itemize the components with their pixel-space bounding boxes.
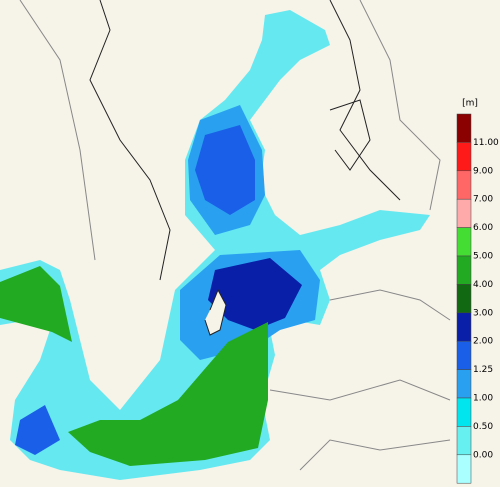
legend-swatch: [456, 426, 472, 456]
legend-swatch: [456, 170, 472, 200]
legend-label: 0.00: [473, 450, 493, 460]
legend-swatch: [456, 142, 472, 172]
legend-swatch: [456, 284, 472, 314]
legend-swatch: [456, 454, 472, 484]
legend-swatch: [456, 340, 472, 370]
legend-label: 6.00: [473, 223, 493, 233]
legend-label: 11.00: [473, 138, 499, 148]
legend-label: 9.00: [473, 166, 493, 176]
legend-swatch: [456, 113, 472, 143]
water: [0, 10, 430, 480]
legend-swatch: [456, 255, 472, 285]
legend-swatch: [456, 369, 472, 399]
land-lines: [89, 0, 401, 336]
legend-label: 2.00: [473, 337, 493, 347]
legend-label: 3.00: [473, 308, 493, 318]
borders: [19, 0, 451, 471]
legend-unit: [m]: [462, 99, 478, 109]
legend-label: 7.00: [473, 195, 493, 205]
legend-label: 4.00: [473, 280, 493, 290]
legend-label: 0.50: [473, 422, 493, 432]
legend-label: 1.00: [473, 394, 493, 404]
legend-swatch: [456, 198, 472, 228]
legend: 11.00 9.00 7.00 6.00 5.00 4.00 3.00 2.00 1.25 1.0…: [456, 113, 499, 484]
legend-label: 1.25: [473, 365, 493, 375]
legend-swatch: [456, 312, 472, 342]
legend-label: 5.00: [473, 252, 493, 262]
legend-swatch: [456, 397, 472, 427]
legend-swatch: [456, 227, 472, 257]
